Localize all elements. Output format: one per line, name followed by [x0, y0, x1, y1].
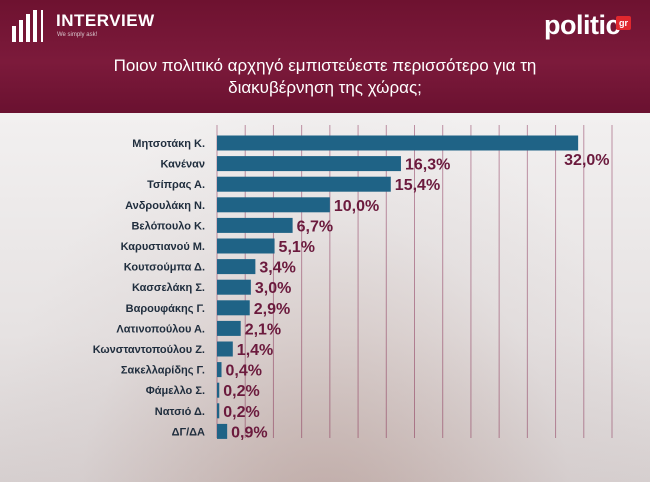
- category-label: Φάμελλο Σ.: [146, 385, 205, 397]
- value-label: 0,2%: [223, 404, 259, 421]
- value-label: 2,9%: [254, 301, 290, 318]
- bar: [217, 238, 275, 254]
- category-label: Βαρουφάκης Γ.: [126, 303, 205, 315]
- chart-title: Ποιον πολιτικό αρχηγό εμπιστεύεστε περισ…: [0, 55, 650, 99]
- value-label: 0,9%: [231, 424, 267, 441]
- value-label: 6,7%: [297, 218, 333, 235]
- bar: [217, 135, 579, 151]
- category-label: Κανέναν: [160, 159, 205, 171]
- value-label: 3,4%: [259, 260, 295, 277]
- politic-logo-text: politic: [544, 10, 621, 40]
- category-label: Σακελλαρίδης Γ.: [121, 365, 205, 377]
- header-banner: INTERVIEW We simply ask! politic gr Ποιο…: [0, 0, 650, 113]
- bar: [217, 362, 222, 378]
- interview-logo-tagline: We simply ask!: [57, 32, 98, 38]
- bar: [217, 217, 293, 233]
- interview-logo: INTERVIEW We simply ask!: [10, 8, 160, 48]
- category-label: Καρυστιανού Μ.: [121, 241, 205, 253]
- chart-title-line-2: διακυβέρνηση της χώρας;: [228, 78, 422, 97]
- interview-bars-icon: [12, 10, 43, 42]
- bar: [217, 259, 256, 275]
- value-label: 3,0%: [255, 280, 291, 297]
- bar: [217, 320, 241, 336]
- bar-chart: Μητσοτάκη Κ. 32,0% Κανέναν 16,3% Τσίπρας Α. 1…: [93, 125, 613, 441]
- bar: [217, 403, 220, 419]
- category-label: Κωνσταντοπούλου Ζ.: [93, 344, 205, 356]
- labels: Μητσοτάκη Κ. 32,0% Κανέναν 16,3% Τσίπρας Α. 1…: [93, 138, 610, 441]
- value-label: 0,2%: [223, 383, 259, 400]
- category-label: Μητσοτάκη Κ.: [132, 138, 205, 150]
- value-label: 15,4%: [395, 177, 440, 194]
- bar: [217, 300, 250, 316]
- bar: [217, 382, 220, 398]
- politic-logo-badge: gr: [616, 16, 631, 30]
- category-label: Κασσελάκη Σ.: [132, 282, 205, 294]
- bar: [217, 156, 401, 172]
- chart-title-line-1: Ποιον πολιτικό αρχηγό εμπιστεύεστε περισ…: [113, 56, 537, 75]
- value-label: 32,0%: [564, 152, 609, 169]
- politic-logo: politic gr: [544, 10, 644, 44]
- bar: [217, 197, 330, 213]
- category-label: Τσίπρας Α.: [147, 179, 205, 191]
- category-label: ΔΓ/ΔΑ: [172, 426, 205, 438]
- category-label: Κουτσούμπα Δ.: [124, 262, 205, 274]
- value-label: 0,4%: [226, 363, 262, 380]
- value-label: 5,1%: [279, 239, 315, 256]
- bar: [217, 341, 233, 357]
- chart-area: Μητσοτάκη Κ. 32,0% Κανέναν 16,3% Τσίπρας Α. 1…: [0, 113, 650, 482]
- category-label: Λατινοπούλου Α.: [116, 323, 205, 335]
- value-label: 16,3%: [405, 157, 450, 174]
- category-label: Νατσιό Δ.: [155, 406, 205, 418]
- value-label: 10,0%: [334, 198, 379, 215]
- category-label: Ανδρουλάκη Ν.: [125, 200, 205, 212]
- bar: [217, 423, 228, 439]
- category-label: Βελόπουλο Κ.: [131, 220, 205, 232]
- value-label: 1,4%: [237, 342, 273, 359]
- interview-logo-text: INTERVIEW: [56, 11, 155, 30]
- bars: [217, 135, 579, 439]
- bar: [217, 279, 251, 295]
- bar: [217, 176, 391, 192]
- value-label: 2,1%: [245, 321, 281, 338]
